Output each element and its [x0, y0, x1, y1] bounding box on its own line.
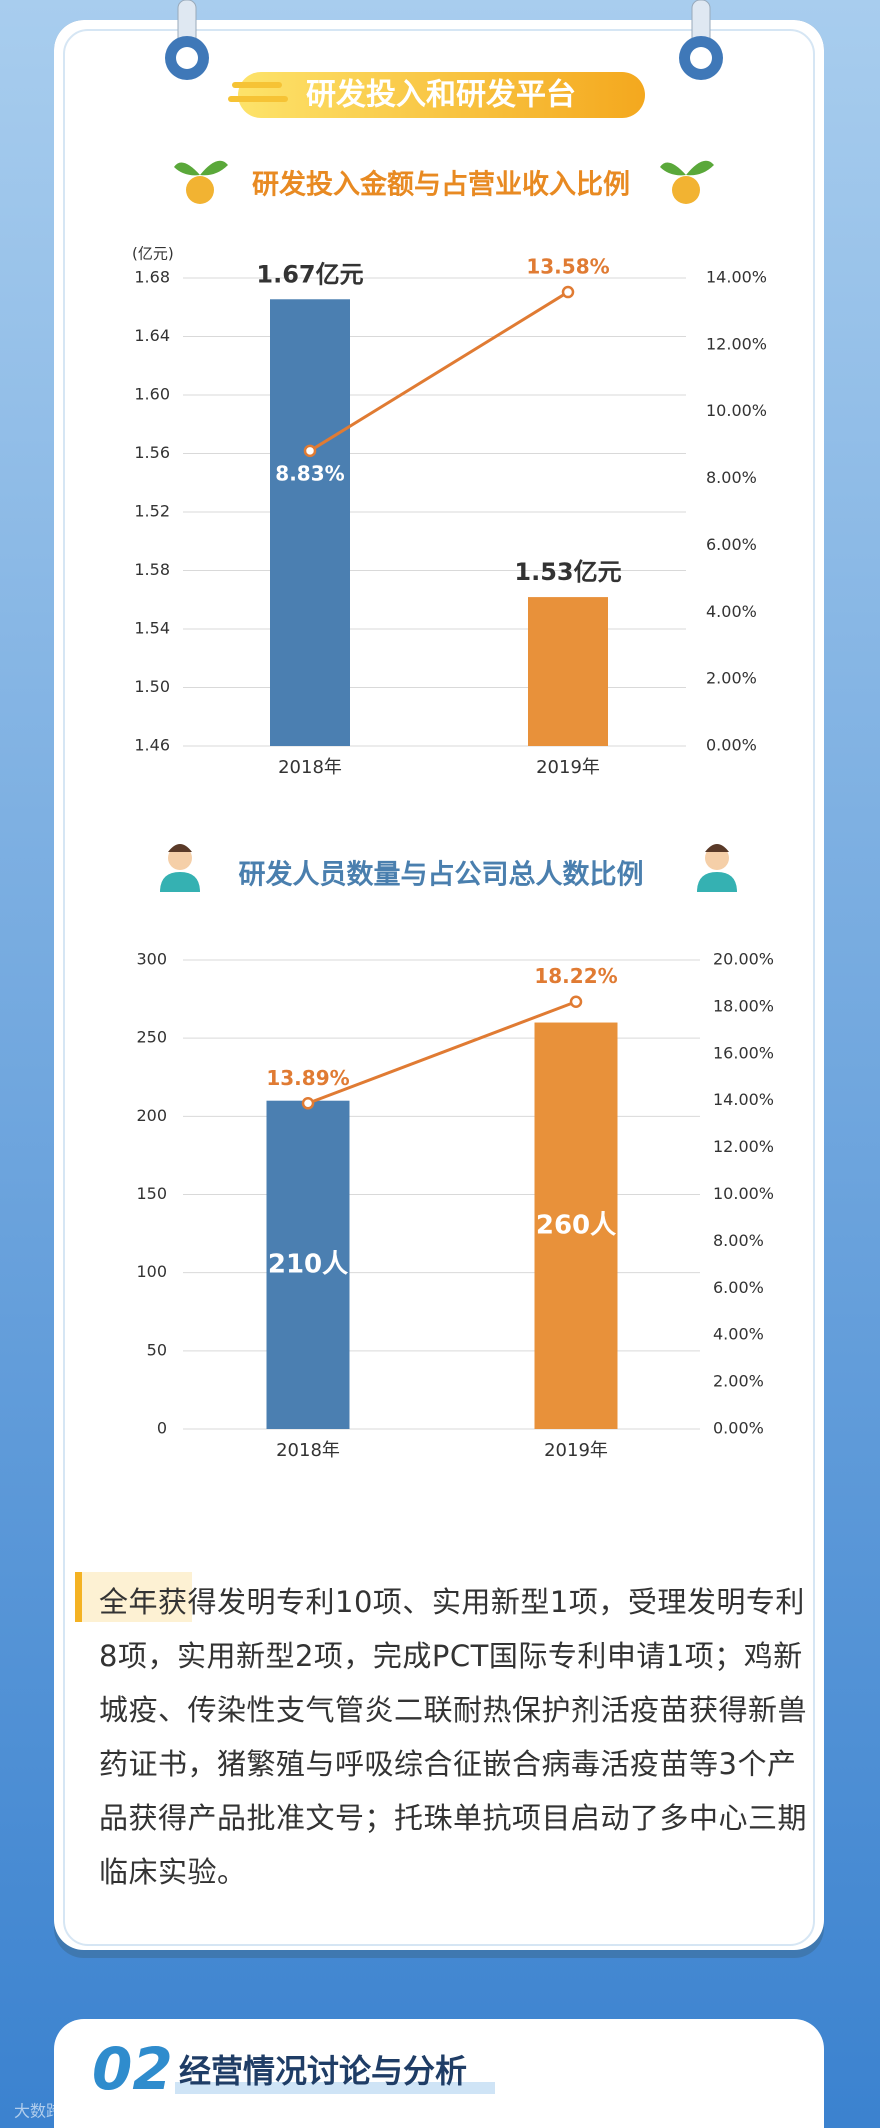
line [307, 1000, 577, 1105]
y-tick-label: 1.50 [134, 677, 170, 696]
y-tick-label: 1.56 [134, 443, 170, 462]
header-title: 研发投入和研发平台 [306, 78, 576, 113]
section-number: 02 [92, 2035, 173, 2103]
y2-tick-label: 10.00% [706, 401, 767, 420]
x-tick-label: 2019年 [544, 1440, 608, 1461]
y2-tick-label: 8.00% [713, 1231, 764, 1250]
header-pill [238, 72, 645, 118]
y2-tick-label: 4.00% [713, 1325, 764, 1344]
y-tick-label: 1.64 [134, 326, 170, 345]
y2-tick-label: 8.00% [706, 468, 757, 487]
line-point [569, 995, 583, 1008]
line [309, 290, 569, 453]
y2-tick-label: 0.00% [713, 1419, 764, 1438]
line-point [561, 285, 575, 299]
y-tick-label: 1.68 [134, 268, 170, 287]
y-tick-label: 1.52 [134, 502, 170, 521]
line-value-label: 13.89% [266, 1066, 349, 1090]
chart-title: 研发投入金额与占营业收入比例 [252, 169, 630, 201]
line-value-label: 13.58% [526, 255, 609, 279]
card-border [63, 29, 815, 1946]
x-tick-label: 2019年 [536, 757, 600, 778]
y-tick-label: 1.46 [134, 736, 170, 755]
line-point [303, 444, 317, 458]
bar-value-label: 260人 [536, 1210, 616, 1240]
y2-tick-label: 2.00% [713, 1372, 764, 1391]
y2-tick-label: 12.00% [713, 1137, 774, 1156]
y-tick-label: 250 [136, 1028, 167, 1047]
y-tick-label: 1.60 [134, 385, 170, 404]
y2-tick-label: 16.00% [713, 1043, 774, 1062]
bar-value-label: 210人 [268, 1249, 348, 1279]
binder-hole [176, 47, 198, 69]
x-tick-label: 2018年 [278, 757, 342, 778]
watermark: 大数跨境 [14, 2102, 78, 2121]
person-icon [160, 844, 737, 892]
y-tick-label: 1.58 [134, 560, 170, 579]
y2-tick-label: 2.00% [706, 669, 757, 688]
y-axis-label: (亿元) [132, 245, 174, 263]
bar [266, 1100, 350, 1429]
y-tick-label: 150 [136, 1184, 167, 1203]
y2-tick-label: 20.00% [713, 950, 774, 969]
y-tick-label: 300 [136, 950, 167, 969]
paragraph: 全年获得发明专利10项、实用新型1项，受理发明专利8项，实用新型2项，完成PCT… [99, 1585, 808, 1889]
y2-tick-label: 18.00% [713, 996, 774, 1015]
line-value-label: 8.83% [275, 461, 344, 485]
line-point [301, 1097, 315, 1110]
section-underline [175, 2082, 495, 2094]
bar [534, 1022, 618, 1429]
y2-tick-label: 6.00% [713, 1278, 764, 1297]
y2-tick-label: 10.00% [713, 1184, 774, 1203]
bar [270, 299, 350, 746]
header-stripe [232, 82, 282, 88]
y-tick-label: 100 [136, 1262, 167, 1281]
bar-value-label: 1.53亿元 [514, 558, 621, 586]
para-highlight [82, 1572, 192, 1622]
y2-tick-label: 14.00% [713, 1090, 774, 1109]
chart-title: 研发人员数量与占公司总人数比例 [239, 859, 644, 891]
y-tick-label: 50 [147, 1340, 167, 1359]
section-title: 经营情况讨论与分析 [179, 2052, 467, 2090]
card [54, 20, 824, 1950]
y2-tick-label: 12.00% [706, 334, 767, 353]
y-tick-label: 200 [136, 1106, 167, 1125]
y-tick-label: 1.54 [134, 619, 170, 638]
card-2 [54, 2019, 824, 2128]
y2-tick-label: 6.00% [706, 535, 757, 554]
y2-tick-label: 4.00% [706, 602, 757, 621]
y2-tick-label: 0.00% [706, 736, 757, 755]
x-tick-label: 2018年 [276, 1440, 340, 1461]
line-value-label: 18.22% [534, 964, 617, 988]
bar-value-label: 1.67亿元 [256, 260, 363, 288]
para-accent [75, 1572, 82, 1622]
plant-icon [174, 160, 714, 204]
header-stripe [228, 96, 288, 102]
binder-hole [690, 47, 712, 69]
y2-tick-label: 14.00% [706, 268, 767, 287]
bar [528, 597, 608, 746]
y-tick-label: 0 [157, 1419, 167, 1438]
